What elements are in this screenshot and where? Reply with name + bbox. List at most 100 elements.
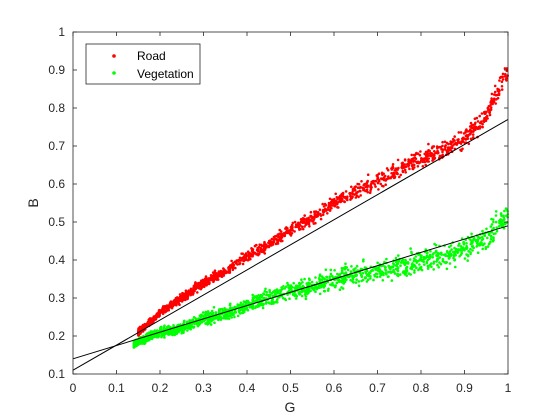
road-point: [202, 279, 206, 283]
vegetation-point: [295, 294, 299, 298]
vegetation-point: [254, 305, 258, 308]
vegetation-point: [138, 341, 142, 344]
vegetation-point: [320, 275, 324, 278]
vegetation-point: [345, 278, 348, 282]
vegetation-point: [396, 262, 400, 265]
road-point: [192, 291, 195, 295]
vegetation-point: [193, 322, 196, 326]
vegetation-point: [323, 289, 327, 293]
road-point: [470, 126, 473, 129]
vegetation-point: [217, 318, 220, 322]
vegetation-point: [192, 325, 196, 329]
road-point: [415, 160, 419, 164]
road-point: [359, 194, 363, 197]
vegetation-point: [487, 233, 491, 236]
vegetation-point: [384, 265, 387, 269]
vegetation-point: [448, 262, 452, 265]
vegetation-point: [404, 258, 407, 262]
road-point: [302, 217, 306, 221]
vegetation-point: [225, 308, 228, 311]
vegetation-point: [392, 268, 395, 272]
road-point: [450, 146, 454, 150]
road-point: [490, 97, 493, 100]
road-point: [287, 229, 291, 232]
road-point: [290, 232, 294, 235]
vegetation-point: [265, 290, 269, 294]
vegetation-point: [419, 265, 423, 269]
road-point: [264, 245, 268, 249]
road-point: [166, 305, 170, 308]
road-point: [313, 210, 316, 213]
road-point: [191, 289, 195, 292]
vegetation-point: [209, 323, 213, 326]
vegetation-fit-line: [72, 225, 509, 360]
vegetation-point: [188, 319, 192, 322]
road-point: [436, 145, 440, 149]
legend-box: [85, 43, 201, 85]
road-point: [362, 187, 365, 190]
vegetation-point: [476, 238, 480, 241]
road-point: [480, 112, 484, 115]
road-point: [270, 237, 274, 241]
road-point: [466, 137, 470, 140]
vegetation-point: [338, 273, 342, 276]
road-point: [321, 213, 325, 217]
road-point: [363, 182, 366, 186]
vegetation-point: [397, 254, 400, 257]
road-point: [487, 105, 491, 108]
road-point: [152, 320, 155, 324]
vegetation-point: [481, 229, 484, 233]
vegetation-point: [499, 212, 503, 215]
vegetation-point: [286, 281, 289, 285]
vegetation-point: [338, 280, 341, 283]
road-point: [433, 156, 437, 160]
road-point: [335, 196, 339, 199]
vegetation-point: [251, 298, 254, 302]
road-point: [328, 197, 332, 201]
vegetation-point: [290, 286, 294, 289]
vegetation-point: [369, 277, 372, 280]
vegetation-point: [365, 280, 369, 283]
vegetation-point: [406, 261, 410, 265]
road-point: [461, 137, 464, 140]
vegetation-point: [217, 308, 221, 311]
road-point: [492, 100, 495, 104]
vegetation-point: [478, 236, 482, 240]
vegetation-point: [454, 265, 457, 269]
vegetation-point: [470, 232, 473, 236]
road-point: [231, 266, 235, 269]
road-point: [243, 257, 247, 260]
vegetation-point: [357, 280, 361, 283]
road-point: [489, 108, 492, 112]
vegetation-point: [387, 270, 390, 274]
road-point: [205, 284, 208, 287]
road-point: [416, 165, 420, 168]
vegetation-point: [281, 287, 284, 291]
road-point: [211, 271, 215, 274]
vegetation-point: [396, 274, 399, 277]
road-point: [227, 266, 230, 270]
road-point: [401, 167, 404, 170]
vegetation-point: [385, 257, 388, 261]
vegetation-point: [429, 262, 433, 265]
y-tick-label: 0.7: [48, 139, 65, 153]
vegetation-point: [245, 307, 248, 310]
vegetation-point: [409, 273, 413, 276]
road-point: [494, 102, 498, 105]
road-point: [374, 185, 377, 188]
vegetation-point: [394, 267, 398, 271]
vegetation-point: [344, 266, 348, 270]
road-point: [297, 225, 300, 228]
vegetation-point: [150, 337, 154, 341]
vegetation-point: [163, 331, 167, 335]
vegetation-point: [379, 271, 383, 274]
vegetation-point: [413, 271, 416, 274]
vegetation-point: [204, 311, 208, 314]
vegetation-point: [255, 296, 259, 300]
vegetation-point: [357, 284, 361, 288]
road-point: [407, 165, 410, 168]
road-point: [295, 224, 298, 228]
vegetation-point: [314, 276, 317, 279]
vegetation-point: [447, 257, 451, 260]
vegetation-point: [341, 287, 345, 290]
